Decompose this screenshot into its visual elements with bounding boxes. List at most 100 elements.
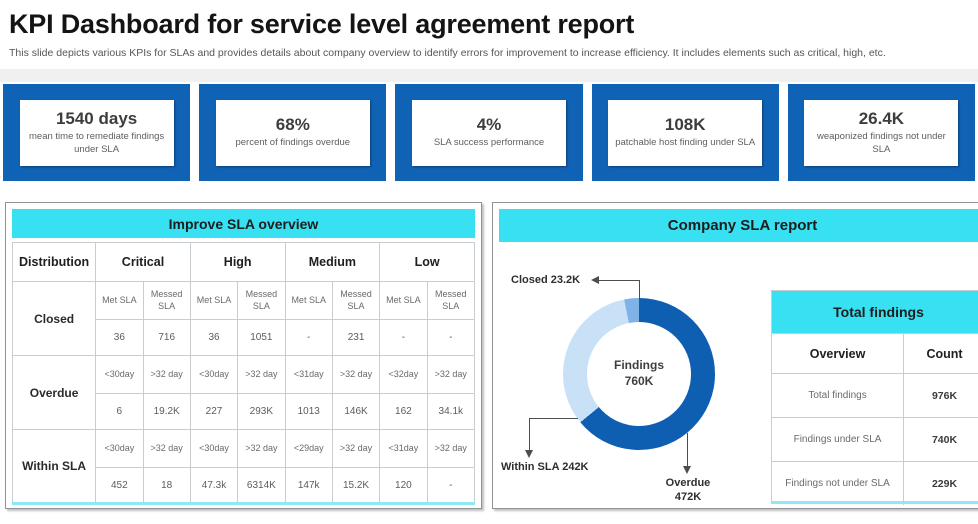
value-cell: 120 — [379, 467, 428, 504]
col-header-overview: Overview — [772, 334, 905, 373]
total-findings-header-row: Overview Count — [772, 333, 978, 373]
kpi-value: 1540 days — [55, 109, 138, 129]
kpi-banner: 1540 days mean time to remediate finding… — [0, 84, 978, 181]
count-cell: 229K — [931, 477, 958, 490]
col-header-distribution: Distribution — [11, 242, 97, 282]
total-findings-table: Total findings Overview Count Total find… — [771, 290, 978, 505]
row-label-within-sla: Within SLA — [11, 429, 97, 504]
donut-hole: Findings 760K — [587, 322, 691, 426]
value-cell: - — [284, 319, 333, 356]
total-findings-wrap: Total findings Overview Count Total find… — [771, 248, 978, 505]
sublabel-cell: Messed SLA — [237, 281, 286, 320]
value-cell: 19.2K — [142, 393, 191, 430]
table-row: Overdue <30day >32 day <30day >32 day <3… — [11, 355, 476, 430]
col-header-medium: Medium — [284, 242, 381, 282]
value-cell: 162 — [379, 393, 428, 430]
arrowhead-down-icon — [525, 450, 533, 458]
value-cell: 716 — [142, 319, 191, 356]
value-cell: 15.2K — [331, 467, 381, 504]
arrowhead-left-icon — [591, 276, 599, 284]
company-sla-panel: Company SLA report Findings 760K Closed … — [492, 202, 978, 509]
kpi-card: 4% SLA success performance — [412, 99, 566, 166]
page-header: KPI Dashboard for service level agreemen… — [0, 0, 978, 59]
table-row: Findings not under SLA 229K — [772, 461, 978, 505]
sublabel-cell: Met SLA — [379, 281, 428, 320]
sublabel-cell: >32 day — [237, 355, 286, 394]
col-header-count: Count — [926, 346, 963, 361]
kpi-value: 68% — [275, 115, 310, 135]
kpi-label: weaponized findings not under SLA — [816, 131, 946, 155]
donut-ring: Findings 760K — [563, 298, 715, 450]
donut-center-label: Findings 760K — [614, 358, 664, 389]
callout-line-closed-h — [598, 280, 640, 281]
value-cell: 227 — [189, 393, 239, 430]
kpi-block-patchable-host: 108K patchable host finding under SLA — [591, 84, 779, 181]
sublabel-cell: Met SLA — [284, 281, 333, 320]
row-label-closed: Closed — [11, 281, 97, 356]
overview-cell: Findings not under SLA — [772, 462, 905, 505]
sublabel-cell: <30day — [189, 429, 239, 468]
callout-label-overdue: Overdue 472K — [647, 476, 729, 505]
sublabel-cell: <30day — [95, 429, 144, 468]
col-header-high: High — [189, 242, 286, 282]
table-row: 6 19.2K 227 293K 1013 146K 162 34.1k — [13, 393, 476, 430]
value-cell: - — [426, 319, 476, 356]
page-subtitle: This slide depicts various KPIs for SLAs… — [9, 47, 886, 59]
callout-line-within-v — [529, 418, 530, 450]
kpi-card: 108K patchable host finding under SLA — [608, 99, 763, 166]
kpi-label: patchable host finding under SLA — [615, 137, 756, 149]
sublabel-cell: <29day — [284, 429, 333, 468]
kpi-card: 26.4K weaponized findings not under SLA — [804, 99, 959, 166]
divider-strip — [0, 69, 978, 82]
value-cell: - — [426, 467, 476, 504]
callout-overdue-name: Overdue — [665, 477, 711, 489]
panels-row: Improve SLA overview Distribution Critic… — [0, 202, 978, 509]
kpi-block-percent-overdue: 68% percent of findings overdue — [199, 84, 387, 181]
page-title: KPI Dashboard for service level agreemen… — [9, 9, 635, 39]
overview-cell: Total findings — [772, 374, 905, 417]
value-cell: 231 — [331, 319, 381, 356]
callout-line-closed-v — [639, 280, 640, 300]
count-cell: 740K — [931, 433, 958, 446]
table-row: Closed Met SLA Messed SLA Met SLA Messed… — [11, 281, 476, 356]
callout-line-within-h — [529, 418, 578, 419]
kpi-card: 1540 days mean time to remediate finding… — [19, 99, 174, 166]
value-cell: 6314K — [237, 467, 286, 504]
sublabel-cell: >32 day — [142, 429, 191, 468]
sublabel-cell: Messed SLA — [142, 281, 191, 320]
improve-sla-title: Improve SLA overview — [12, 209, 475, 238]
sublabel-cell: Messed SLA — [426, 281, 476, 320]
callout-overdue-value: 472K — [674, 491, 702, 504]
findings-donut-chart: Findings 760K Closed 23.2K Within SLA 24… — [499, 248, 771, 504]
value-cell: 6 — [95, 393, 144, 430]
col-header-low: Low — [379, 242, 475, 282]
count-cell: 976K — [931, 389, 958, 402]
value-cell: 1013 — [284, 393, 333, 430]
value-cell: 147k — [284, 467, 333, 504]
table-row: 452 18 47.3k 6314K 147k 15.2K 120 - — [13, 467, 476, 504]
donut-center-value: 760K — [624, 374, 654, 388]
value-cell: 18 — [142, 467, 191, 504]
kpi-block-weaponized: 26.4K weaponized findings not under SLA — [787, 84, 976, 181]
table-row: Findings under SLA 740K — [772, 417, 978, 461]
table-row: 36 716 36 1051 - 231 - - — [13, 319, 476, 356]
value-cell: 146K — [331, 393, 381, 430]
kpi-value: 4% — [476, 115, 502, 135]
value-cell: 34.1k — [426, 393, 476, 430]
value-cell: 47.3k — [189, 467, 239, 504]
value-cell: 293K — [237, 393, 286, 430]
sublabel-cell: >32 day — [426, 355, 476, 394]
value-cell: 36 — [95, 319, 144, 356]
improve-sla-panel: Improve SLA overview Distribution Critic… — [5, 202, 482, 509]
sublabel-cell: <30day — [189, 355, 239, 394]
kpi-value: 26.4K — [858, 109, 905, 129]
value-cell: 36 — [189, 319, 239, 356]
arrowhead-down-icon — [683, 466, 691, 474]
sublabel-cell: Met SLA — [189, 281, 239, 320]
sublabel-cell: <32day — [379, 355, 428, 394]
sublabel-cell: Messed SLA — [331, 281, 381, 320]
callout-label-closed: Closed 23.2K — [511, 274, 581, 286]
company-sla-body: Findings 760K Closed 23.2K Within SLA 24… — [499, 248, 978, 505]
col-header-critical: Critical — [95, 242, 191, 282]
company-sla-title: Company SLA report — [499, 209, 978, 242]
